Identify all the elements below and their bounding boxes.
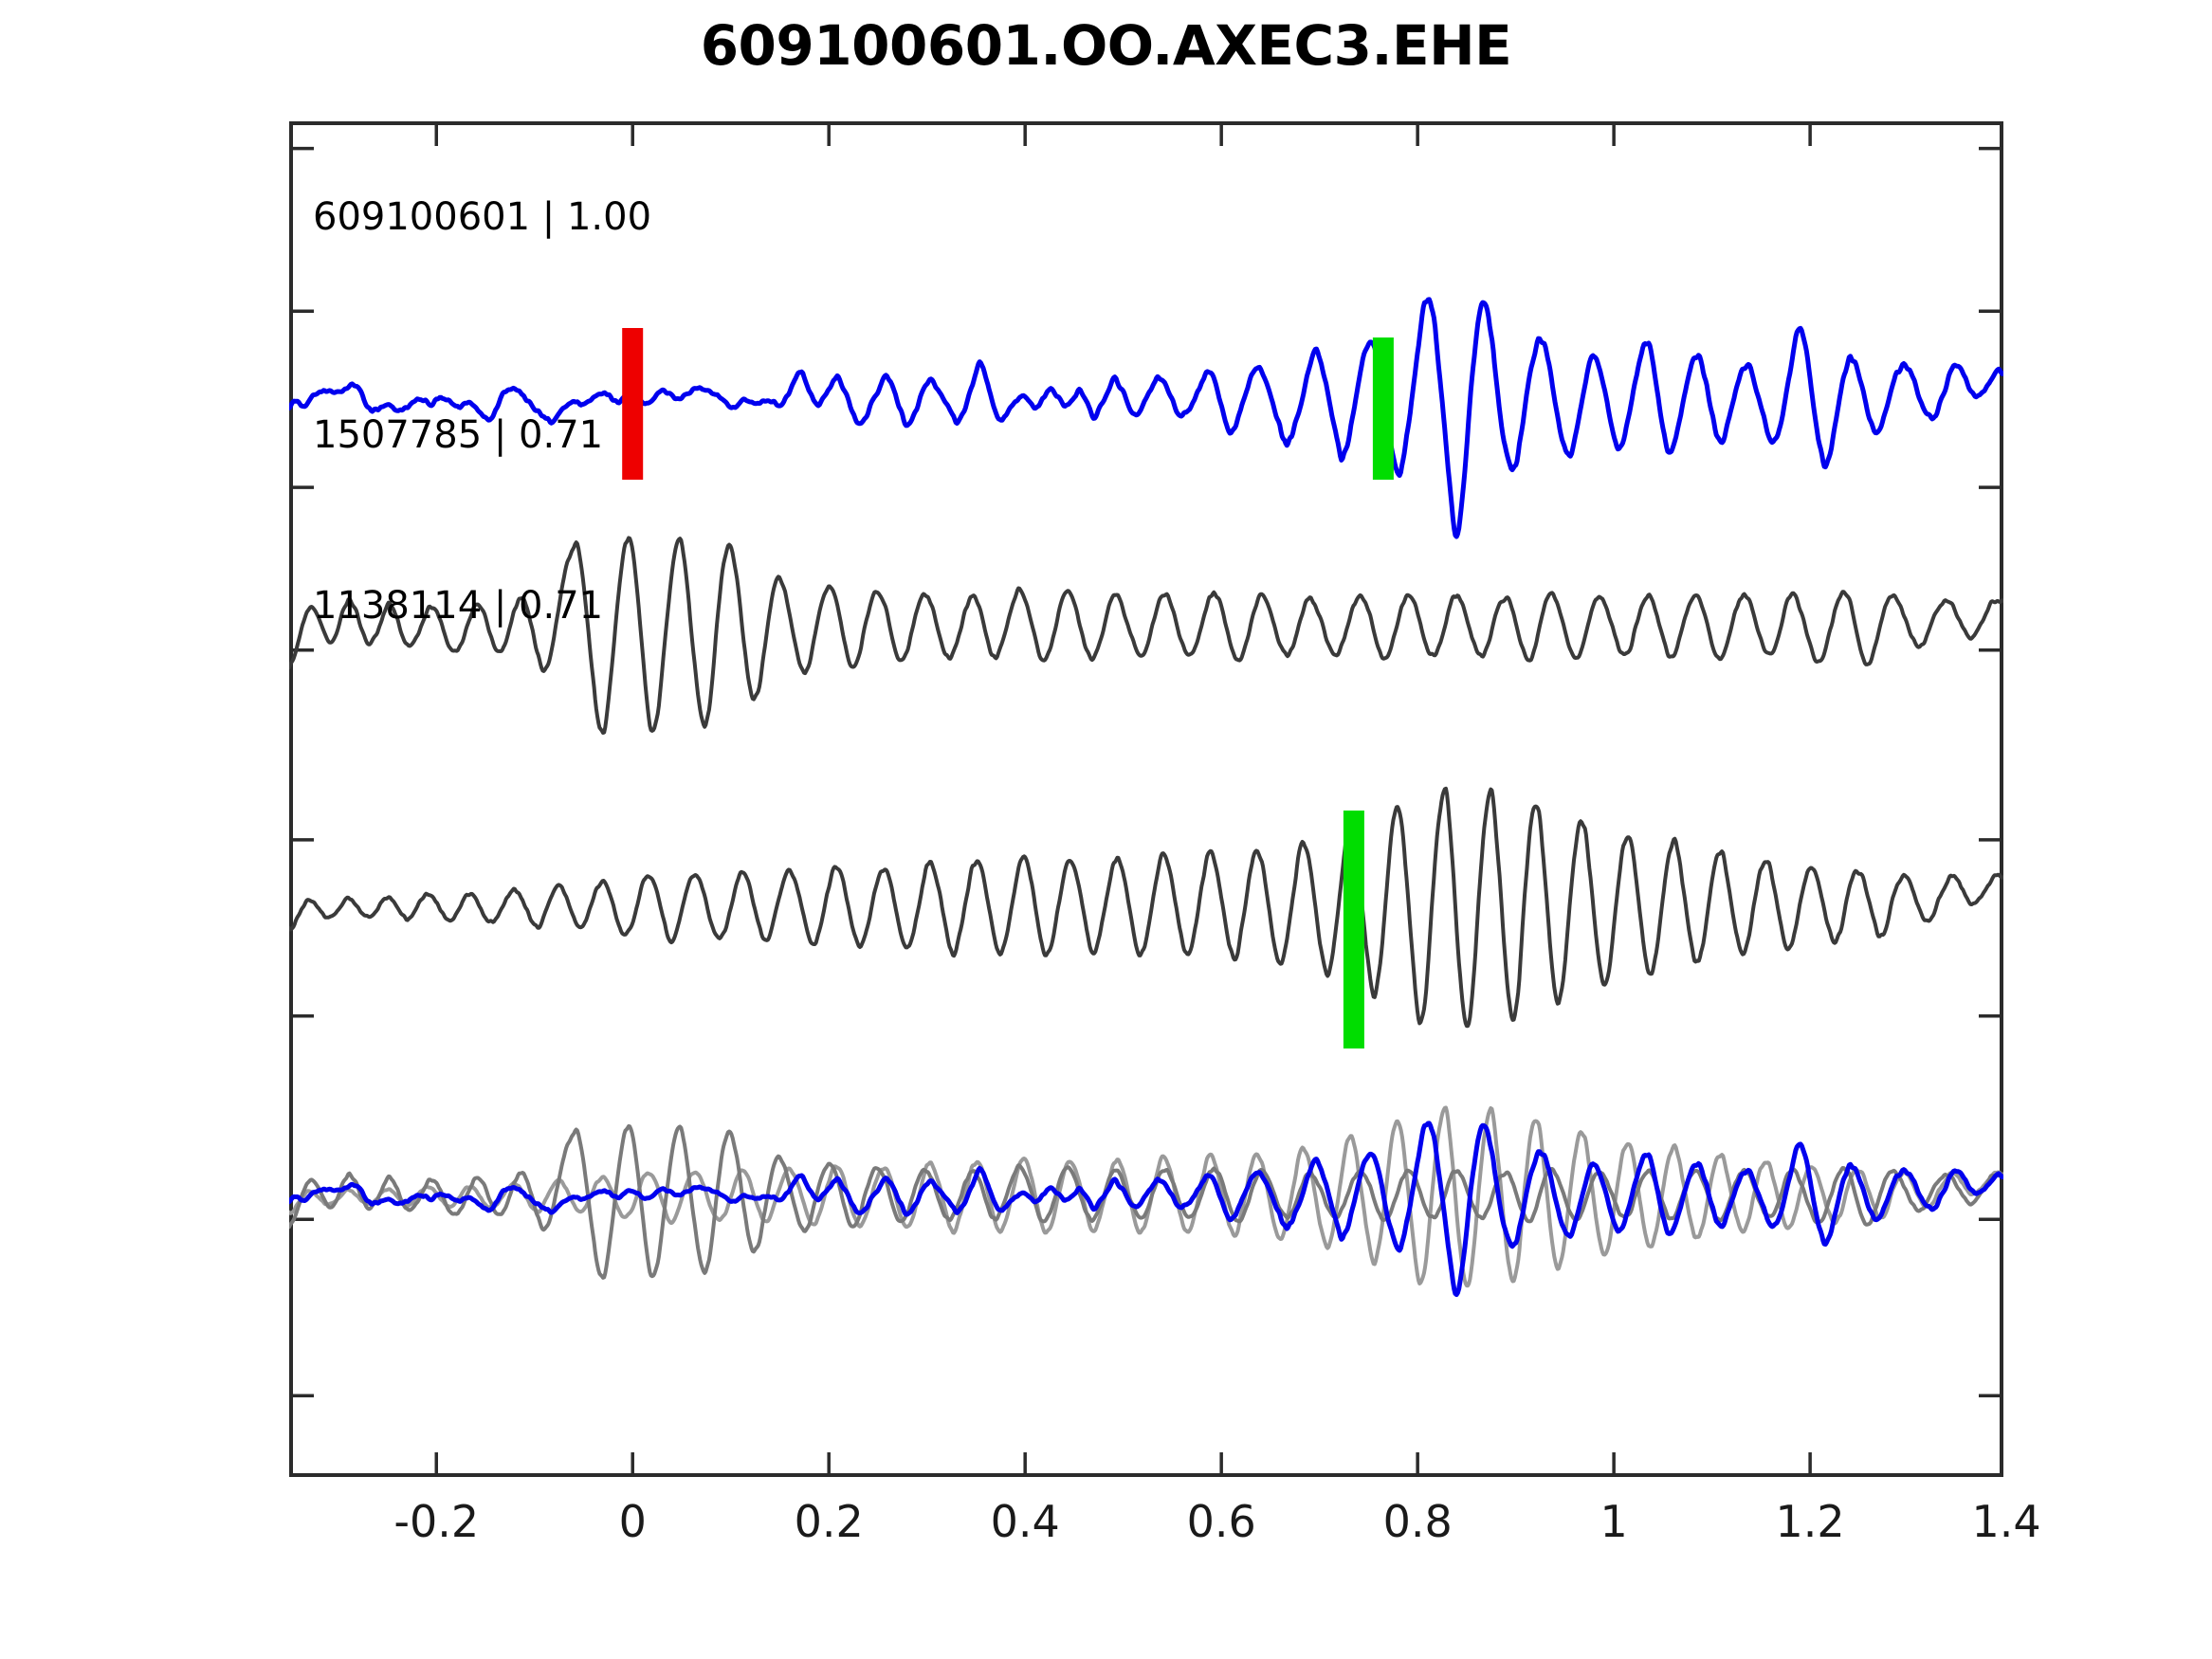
trace-label-0: 609100601 | 1.00 [313,195,652,239]
x-tick-label: 0.8 [1382,1496,1453,1547]
trace-lines-group [289,297,2003,1298]
overlay-trace-1138114 [289,1105,2003,1288]
x-tick-label: 1.2 [1775,1496,1845,1547]
axis-ticks-group [289,121,2003,1477]
trace-line-609100601 [289,297,2003,539]
trace-label-1: 1507785 | 0.71 [313,413,604,457]
pick-markers-group [622,328,1394,1048]
x-tick-label: -0.2 [393,1496,480,1547]
waveform-canvas [289,121,2003,1477]
x-tick-label: 1.4 [1971,1496,2041,1547]
axes-frame [289,121,2003,1477]
pick-marker-p-609100601 [622,328,644,480]
plot-area: 609100601 | 1.00 1507785 | 0.71 1138114 … [289,121,2003,1477]
x-tick-label: 1 [1600,1496,1628,1547]
trace-label-2: 1138114 | 0.71 [313,584,604,628]
pick-marker-s-609100601 [1372,337,1394,480]
trace-line-1507785 [289,536,2003,735]
x-tick-label: 0 [618,1496,647,1547]
x-tick-label: 0.2 [794,1496,864,1547]
pick-marker-s-1138114 [1343,811,1364,1048]
trace-line-1138114 [289,786,2003,1029]
figure-title: 609100601.OO.AXEC3.EHE [700,13,1512,78]
x-tick-label: 0.6 [1186,1496,1256,1547]
x-tick-label: 0.4 [990,1496,1060,1547]
overlay-trace-609100601 [289,1121,2003,1298]
